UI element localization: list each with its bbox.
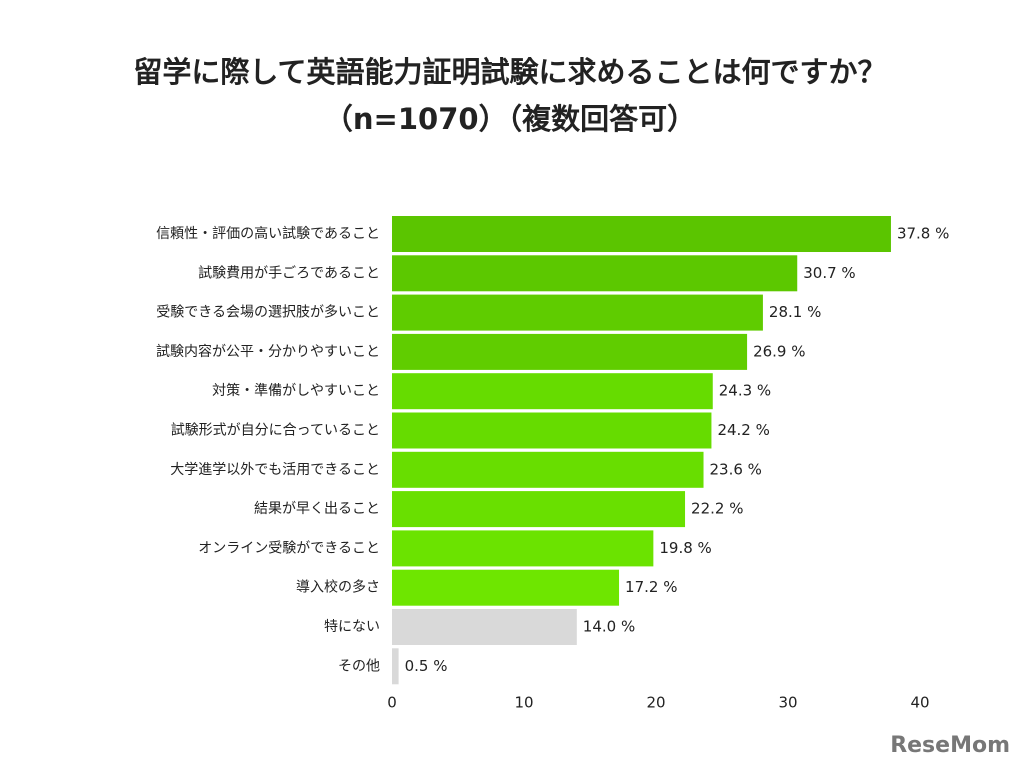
- bar: [392, 569, 620, 606]
- bar: [392, 373, 713, 410]
- bar: [392, 648, 399, 685]
- x-tick-label: 0: [387, 694, 397, 712]
- value-label: 23.6 %: [710, 460, 762, 478]
- x-tick-label: 10: [514, 694, 533, 712]
- value-label: 0.5 %: [405, 657, 448, 675]
- category-label: 試験形式が自分に合っていること: [171, 423, 380, 439]
- bar: [392, 255, 798, 292]
- value-label: 14.0 %: [583, 618, 635, 636]
- value-label: 30.7 %: [803, 264, 855, 282]
- watermark: ReseMom: [890, 733, 1010, 758]
- category-label: 特にない: [324, 619, 380, 635]
- category-label: その他: [338, 658, 380, 674]
- value-label: 37.8 %: [897, 225, 949, 243]
- category-label: 試験費用が手ごろであること: [198, 265, 380, 281]
- bar: [392, 216, 891, 252]
- value-label: 22.2 %: [691, 500, 743, 518]
- category-label: 試験内容が公平・分かりやすいこと: [156, 343, 380, 360]
- chart-title: 留学に際して英語能力証明試験に求めることは何ですか？: [133, 55, 886, 89]
- bar: [392, 294, 763, 331]
- value-label: 26.9 %: [753, 342, 805, 360]
- value-label: 17.2 %: [625, 578, 677, 596]
- bar: [392, 530, 654, 567]
- value-label: 24.2 %: [717, 421, 769, 439]
- bar: [392, 609, 577, 645]
- value-label: 28.1 %: [769, 303, 821, 321]
- value-label: 19.8 %: [659, 539, 711, 557]
- bar: [392, 451, 704, 488]
- x-tick-label: 20: [646, 694, 665, 712]
- category-label: 結果が早く出ること: [254, 501, 380, 517]
- bar: [392, 412, 712, 449]
- bar: [392, 491, 686, 528]
- x-tick-label: 30: [778, 694, 797, 712]
- chart-subtitle: （n=1070）（複数回答可）: [324, 102, 696, 136]
- category-label: 受験できる会場の選択肢が多いこと: [156, 304, 380, 321]
- category-label: 大学進学以外でも活用できること: [170, 462, 380, 478]
- category-label: 信頼性・評価の高い試験であること: [156, 225, 380, 242]
- value-label: 24.3 %: [719, 382, 771, 400]
- x-tick-label: 40: [910, 694, 929, 712]
- category-label: オンライン受験ができること: [198, 540, 380, 556]
- category-label: 対策・準備がしやすいこと: [212, 382, 380, 399]
- category-label: 導入校の多さ: [296, 579, 380, 596]
- bar: [392, 333, 748, 370]
